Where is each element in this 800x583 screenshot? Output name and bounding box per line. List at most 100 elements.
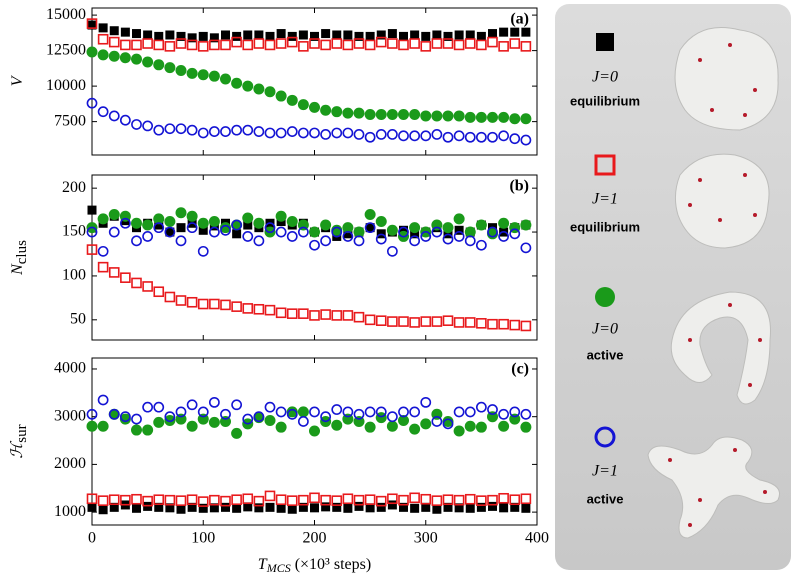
vesicle-image [674, 27, 779, 131]
marker [209, 503, 219, 513]
marker [119, 217, 131, 229]
marker [431, 316, 443, 327]
marker [153, 286, 165, 298]
marker [309, 492, 320, 504]
marker [476, 502, 486, 512]
marker [487, 111, 498, 123]
marker [142, 281, 153, 292]
marker [142, 219, 154, 231]
marker [97, 394, 109, 406]
marker [509, 228, 521, 240]
marker [97, 33, 109, 45]
marker [420, 396, 432, 408]
marker [398, 415, 409, 427]
marker [498, 217, 510, 229]
marker [432, 504, 442, 514]
y-axis-label: Nclus [9, 240, 31, 276]
marker [442, 315, 454, 326]
marker [398, 226, 409, 238]
marker [176, 223, 186, 233]
marker [464, 493, 476, 505]
marker [165, 227, 175, 237]
marker [476, 318, 487, 329]
marker [464, 235, 476, 247]
marker [465, 503, 475, 513]
marker [275, 421, 287, 433]
marker [364, 406, 376, 418]
marker [453, 231, 465, 242]
marker [320, 494, 331, 506]
marker [164, 226, 176, 238]
x-label-rest: (×10³ steps) [291, 556, 371, 573]
marker [131, 39, 142, 51]
marker [242, 413, 254, 425]
marker [297, 416, 309, 427]
marker [98, 23, 108, 33]
y-tick-label: 2000 [54, 455, 86, 472]
marker [464, 38, 476, 49]
marker [386, 420, 398, 432]
marker [286, 216, 298, 228]
marker [487, 36, 498, 48]
marker [264, 304, 276, 316]
marker [97, 495, 109, 506]
marker [309, 127, 320, 139]
marker [409, 492, 420, 504]
marker [97, 49, 109, 61]
marker [119, 411, 131, 423]
marker [342, 231, 354, 242]
marker [108, 226, 120, 238]
marker [108, 208, 120, 220]
marker [264, 490, 276, 502]
marker [164, 411, 176, 423]
marker [221, 502, 230, 512]
marker [242, 124, 254, 136]
marker [331, 226, 343, 238]
marker [376, 502, 386, 512]
y-tick-label: 15000 [46, 6, 86, 23]
marker [309, 310, 320, 321]
marker [131, 217, 142, 229]
marker [320, 219, 332, 231]
marker [342, 493, 354, 505]
panel-label: (b) [509, 178, 529, 195]
marker [119, 114, 131, 126]
marker [264, 415, 276, 427]
legend-marker [595, 287, 615, 307]
marker [98, 505, 108, 515]
marker [142, 56, 154, 68]
marker [409, 423, 421, 435]
y-axis-label: V [9, 74, 26, 86]
marker [197, 127, 209, 139]
marker [431, 38, 443, 49]
y-label-main: V [9, 74, 26, 86]
marker [108, 110, 120, 122]
marker [175, 38, 187, 49]
y-axis-label: ℋsur [9, 424, 31, 458]
marker [109, 26, 119, 36]
marker [364, 131, 376, 143]
plot-frame [91, 357, 538, 526]
marker [353, 226, 365, 238]
marker [354, 501, 364, 511]
marker [119, 413, 131, 425]
marker [287, 504, 297, 514]
marker [108, 408, 120, 420]
marker [119, 52, 131, 64]
marker [332, 502, 342, 512]
marker [410, 503, 420, 513]
marker [464, 317, 476, 328]
marker [310, 503, 319, 513]
marker [186, 210, 198, 222]
marker [442, 131, 454, 143]
marker [453, 494, 465, 506]
marker [331, 404, 343, 415]
marker [520, 242, 532, 254]
marker [387, 29, 397, 39]
marker [186, 420, 198, 432]
marker [320, 309, 331, 320]
marker [386, 245, 398, 257]
marker [197, 217, 209, 229]
marker [310, 31, 319, 41]
marker [409, 222, 421, 234]
